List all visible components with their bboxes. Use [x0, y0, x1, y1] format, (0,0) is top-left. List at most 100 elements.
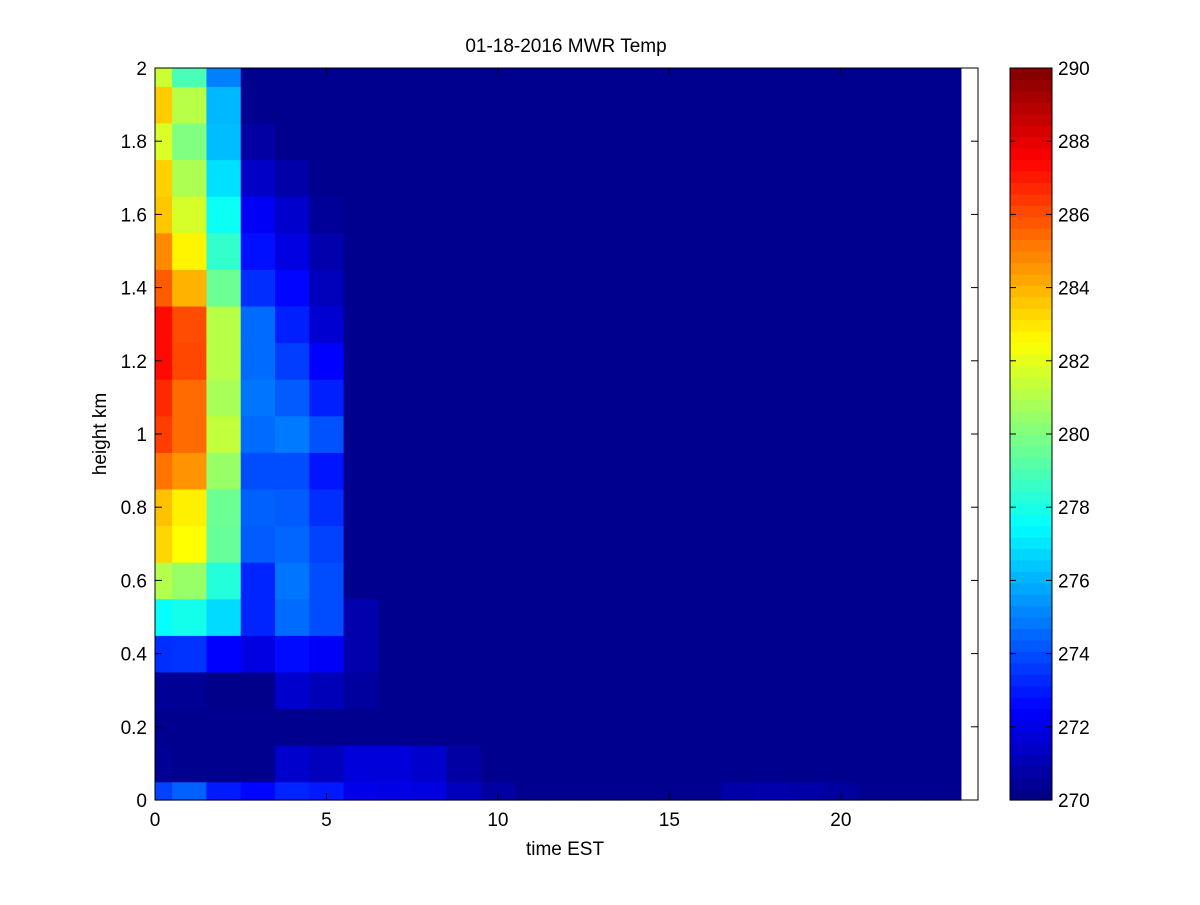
- heatmap-cell: [206, 671, 242, 710]
- heatmap-cell: [206, 342, 242, 380]
- heatmap-cell: [446, 708, 482, 746]
- heatmap-cell: [206, 781, 242, 801]
- colorbar-tick-label: 280: [1058, 425, 1090, 446]
- heatmap-cell: [755, 525, 790, 563]
- heatmap-cell: [480, 159, 516, 197]
- heatmap-cell: [823, 159, 859, 197]
- heatmap-cell: [652, 708, 688, 746]
- heatmap-cell: [412, 671, 448, 710]
- heatmap-cell: [789, 159, 825, 197]
- heatmap-cell: [617, 379, 653, 417]
- heatmap-cell: [823, 635, 859, 673]
- heatmap-cell: [926, 488, 962, 527]
- heatmap-cell: [926, 708, 962, 746]
- heatmap-cells: [155, 68, 962, 801]
- heatmap-cell: [275, 68, 310, 87]
- heatmap-cell: [823, 86, 859, 124]
- heatmap-cell: [720, 342, 756, 380]
- heatmap-cell: [206, 305, 242, 344]
- heatmap-cell: [652, 196, 688, 234]
- heatmap-cell: [172, 635, 208, 673]
- heatmap-cell: [275, 379, 310, 417]
- heatmap-cell: [240, 525, 276, 563]
- heatmap-cell: [549, 305, 585, 344]
- heatmap-cell: [480, 488, 516, 527]
- heatmap-cell: [857, 781, 893, 801]
- heatmap-cell: [206, 68, 242, 87]
- heatmap-cell: [926, 635, 962, 673]
- heatmap-cell: [275, 488, 310, 527]
- heatmap-cell: [275, 781, 310, 801]
- heatmap-cell: [412, 708, 448, 746]
- heatmap-cell: [343, 525, 379, 563]
- heatmap-cell: [446, 68, 482, 87]
- heatmap-cell: [617, 452, 653, 490]
- heatmap-cell: [857, 562, 893, 600]
- heatmap-cell: [789, 122, 825, 161]
- heatmap-cell: [686, 745, 722, 783]
- heatmap-cell: [789, 635, 825, 673]
- heatmap-cell: [892, 196, 928, 234]
- heatmap-cell: [155, 269, 173, 307]
- colorbar-tick-label: 286: [1058, 205, 1090, 226]
- heatmap-cell: [206, 562, 242, 600]
- heatmap-cell: [549, 159, 585, 197]
- heatmap-cell: [789, 708, 825, 746]
- heatmap-cell: [720, 671, 756, 710]
- heatmap-cell: [309, 452, 345, 490]
- heatmap-cell: [377, 415, 413, 453]
- heatmap-cell: [275, 122, 310, 161]
- heatmap-cell: [412, 525, 448, 563]
- heatmap-cell: [480, 196, 516, 234]
- heatmap-cell: [412, 635, 448, 673]
- heatmap-cell: [446, 781, 482, 801]
- heatmap-cell: [480, 745, 516, 783]
- heatmap-cell: [926, 232, 962, 270]
- heatmap-cell: [480, 269, 516, 307]
- heatmap-cell: [755, 379, 790, 417]
- heatmap-cell: [857, 305, 893, 344]
- heatmap-cell: [275, 196, 310, 234]
- heatmap-cell: [480, 562, 516, 600]
- heatmap-cell: [652, 269, 688, 307]
- colorbar-swatch: [1010, 777, 1052, 790]
- heatmap-cell: [652, 525, 688, 563]
- heatmap-cell: [172, 562, 208, 600]
- heatmap-cell: [377, 708, 413, 746]
- heatmap-cell: [892, 781, 928, 801]
- heatmap-cell: [549, 781, 585, 801]
- heatmap-cell: [275, 745, 310, 783]
- heatmap-cell: [652, 232, 688, 270]
- heatmap-cell: [377, 488, 413, 527]
- heatmap-cell: [720, 562, 756, 600]
- heatmap-cell: [549, 415, 585, 453]
- heatmap-cell: [172, 708, 208, 746]
- colorbar-swatch: [1010, 582, 1052, 595]
- heatmap-cell: [857, 269, 893, 307]
- heatmap-cell: [412, 68, 448, 87]
- colorbar-swatch: [1010, 251, 1052, 264]
- heatmap-cell: [583, 68, 619, 87]
- heatmap-cell: [549, 488, 585, 527]
- heatmap-cell: [240, 452, 276, 490]
- heatmap-cell: [172, 86, 208, 124]
- heatmap-cell: [617, 159, 653, 197]
- heatmap-cell: [515, 269, 550, 307]
- heatmap-cell: [412, 86, 448, 124]
- y-tick-label: 1.6: [121, 205, 147, 226]
- heatmap-cell: [275, 305, 310, 344]
- heatmap-cell: [789, 781, 825, 801]
- heatmap-cell: [206, 86, 242, 124]
- heatmap-cell: [926, 122, 962, 161]
- x-axis-label: time EST: [526, 839, 605, 860]
- heatmap-cell: [343, 415, 379, 453]
- heatmap-cell: [755, 159, 790, 197]
- heatmap-cell: [155, 68, 173, 87]
- heatmap-cell: [275, 342, 310, 380]
- heatmap-cell: [617, 196, 653, 234]
- heatmap-cell: [583, 159, 619, 197]
- heatmap-cell: [172, 598, 208, 636]
- heatmap-cell: [892, 562, 928, 600]
- heatmap-cell: [789, 342, 825, 380]
- heatmap-cell: [155, 488, 173, 527]
